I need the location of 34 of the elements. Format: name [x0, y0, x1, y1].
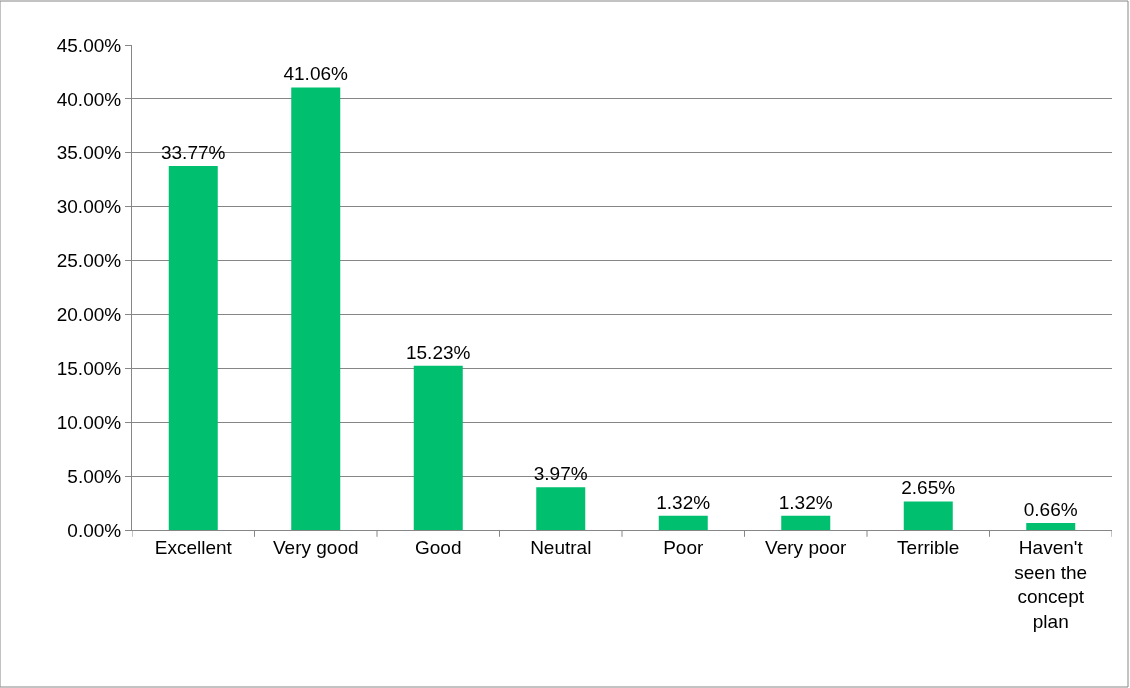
y-tick-label: 15.00% [56, 357, 122, 379]
bar [903, 501, 953, 530]
data-label: 3.97% [533, 463, 588, 485]
bar [781, 515, 831, 530]
y-tick-label: 0.00% [67, 519, 122, 541]
x-tick-label: Poor [663, 536, 704, 558]
y-tick-label: 5.00% [67, 465, 122, 487]
y-tick-label: 30.00% [56, 196, 122, 218]
bar [168, 166, 218, 530]
x-tick-label: Excellent [154, 536, 233, 558]
x-tick-label: Terrible [897, 536, 960, 558]
y-tick-label: 20.00% [56, 304, 122, 326]
bar [658, 515, 708, 530]
bar [1026, 522, 1076, 530]
data-label: 2.65% [901, 477, 956, 499]
y-tick-label: 25.00% [56, 250, 122, 272]
y-tick-label: 45.00% [56, 34, 122, 56]
data-label: 1.32% [656, 491, 711, 513]
bar [413, 365, 463, 530]
x-tick-label: Very good [272, 536, 359, 558]
y-tick-label: 10.00% [56, 411, 122, 433]
data-label: 1.32% [778, 491, 833, 513]
data-label: 15.23% [405, 341, 471, 363]
x-tick-label: Neutral [530, 536, 592, 558]
bar [536, 487, 586, 530]
x-tick-label: Very poor [765, 536, 848, 558]
x-tick-label: Good [415, 536, 462, 558]
x-tick-label: Haven't seen the concept plan [1014, 536, 1088, 632]
data-label: 33.77% [160, 142, 226, 164]
bar [291, 87, 341, 530]
y-tick-label: 40.00% [56, 88, 122, 110]
data-label: 0.66% [1023, 498, 1078, 520]
y-tick-label: 35.00% [56, 142, 122, 164]
data-label: 41.06% [283, 63, 349, 85]
